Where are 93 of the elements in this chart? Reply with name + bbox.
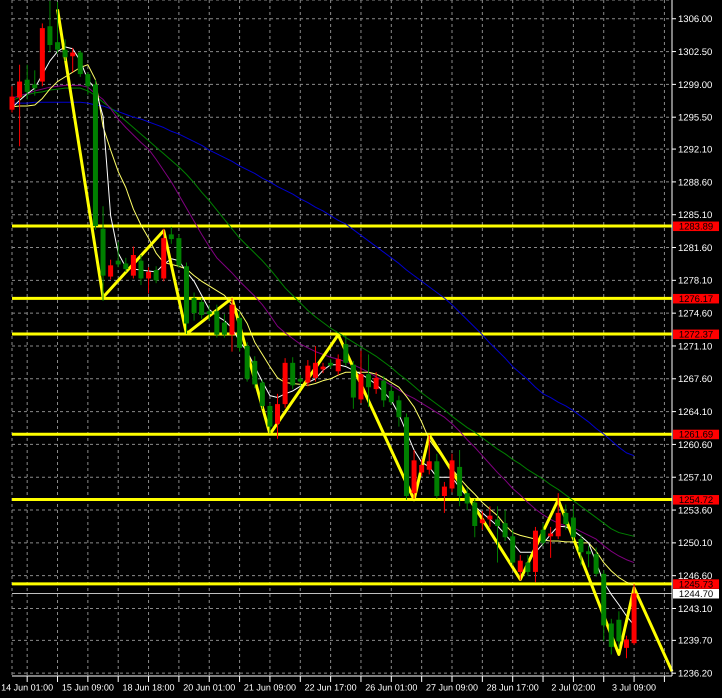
candlestick <box>388 386 394 406</box>
candlestick <box>608 618 614 655</box>
candlestick <box>487 506 492 528</box>
x-tick-label: 26 Jun 01:00 <box>365 682 418 692</box>
ref-line-label: 1261.69 <box>678 430 714 441</box>
y-tick-label: 1295.50 <box>678 112 712 124</box>
x-tick-label: 15 Jun 09:00 <box>62 682 114 692</box>
candlestick <box>540 522 546 546</box>
candlestick <box>214 304 220 338</box>
candlestick <box>480 510 485 530</box>
candlestick <box>62 38 68 62</box>
x-tick-label: 21 Jun 09:00 <box>244 682 296 692</box>
candlestick <box>267 402 272 434</box>
candlestick <box>419 458 424 477</box>
y-tick-label: 1257.10 <box>678 472 712 484</box>
candlestick <box>130 246 136 279</box>
candlestick <box>168 226 174 244</box>
y-tick-label: 1267.60 <box>678 374 712 386</box>
candlestick <box>70 47 76 73</box>
x-tick-label: 27 Jun 09:00 <box>426 682 478 692</box>
candlestick <box>192 292 197 322</box>
x-tick-label: 28 Jun 17:00 <box>486 682 539 692</box>
ref-line-label: 1272.37 <box>678 330 714 341</box>
candlestick <box>426 434 432 475</box>
y-tick-label: 1271.10 <box>678 341 712 352</box>
candlestick <box>525 554 530 576</box>
candlestick <box>108 259 114 280</box>
candlestick <box>366 354 372 408</box>
y-tick-label: 1253.60 <box>678 505 712 516</box>
candlestick <box>47 0 52 52</box>
candlestick <box>396 395 402 428</box>
ref-line-label: 1244.70 <box>678 588 714 600</box>
candlestick <box>146 266 152 294</box>
y-tick-label: 1292.10 <box>678 144 712 156</box>
y-tick-label: 1236.20 <box>678 668 712 680</box>
candlestick <box>138 254 144 286</box>
candlestick <box>374 372 379 394</box>
candlestick <box>78 50 83 78</box>
candlestick <box>578 534 584 566</box>
x-tick-label: 18 Jun 18:00 <box>122 682 175 692</box>
candlestick <box>563 504 568 530</box>
candlestick <box>312 345 318 382</box>
y-tick-label: 1239.70 <box>678 636 712 647</box>
candlestick <box>570 504 576 542</box>
candlestick <box>123 257 128 272</box>
x-tick-label: 3 Jul 09:00 <box>612 682 656 692</box>
candlestick <box>518 554 523 581</box>
ref-line-label: 1245.73 <box>678 579 714 590</box>
ref-line-label: 1254.72 <box>678 495 714 506</box>
candlestick <box>55 1 60 54</box>
candlestick <box>472 498 478 538</box>
candlestick <box>502 510 508 542</box>
ref-line-label: 1283.89 <box>678 222 714 233</box>
x-tick-label: 14 Jun 01:00 <box>1 682 54 692</box>
candlestick <box>320 362 326 374</box>
y-tick-label: 1260.60 <box>678 440 712 451</box>
candlestick <box>336 354 341 376</box>
x-tick-label: 20 Jun 01:00 <box>183 682 236 692</box>
candlestick <box>381 375 386 408</box>
x-tick-label: 2 Jul 02:00 <box>551 682 596 692</box>
candlestick <box>252 356 258 389</box>
ref-line-label: 1276.17 <box>678 294 714 305</box>
y-tick-label: 1243.10 <box>678 604 712 615</box>
candlestick <box>17 64 22 147</box>
y-tick-label: 1302.50 <box>678 46 712 58</box>
y-tick-label: 1306.00 <box>678 14 712 26</box>
candlestick <box>616 610 622 650</box>
y-tick-label: 1285.10 <box>678 210 712 222</box>
candlestick <box>260 379 265 410</box>
candlestick <box>10 86 14 114</box>
y-tick-label: 1264.10 <box>678 406 712 418</box>
candlestick <box>442 481 447 514</box>
candlestick <box>116 241 121 268</box>
y-tick-label: 1250.10 <box>678 538 712 550</box>
candlestick <box>343 335 348 366</box>
x-tick-label: 22 Jun 17:00 <box>304 682 357 692</box>
candlestick <box>222 314 227 338</box>
candlestick <box>624 635 629 659</box>
candlestick <box>305 360 310 387</box>
candlestick <box>290 356 296 390</box>
candlestick <box>464 487 470 511</box>
candlestick <box>548 526 554 558</box>
y-tick-label: 1278.10 <box>678 276 712 287</box>
candlestick <box>495 506 500 564</box>
candlestick <box>154 266 159 284</box>
y-tick-label: 1299.00 <box>678 80 712 91</box>
candlestick <box>594 547 599 578</box>
y-tick-label: 1288.60 <box>678 177 712 188</box>
y-tick-label: 1281.60 <box>678 242 712 254</box>
candlestick <box>199 298 204 320</box>
y-tick-label: 1274.60 <box>678 308 712 320</box>
candlestick <box>275 393 280 440</box>
candlestick <box>556 492 561 540</box>
